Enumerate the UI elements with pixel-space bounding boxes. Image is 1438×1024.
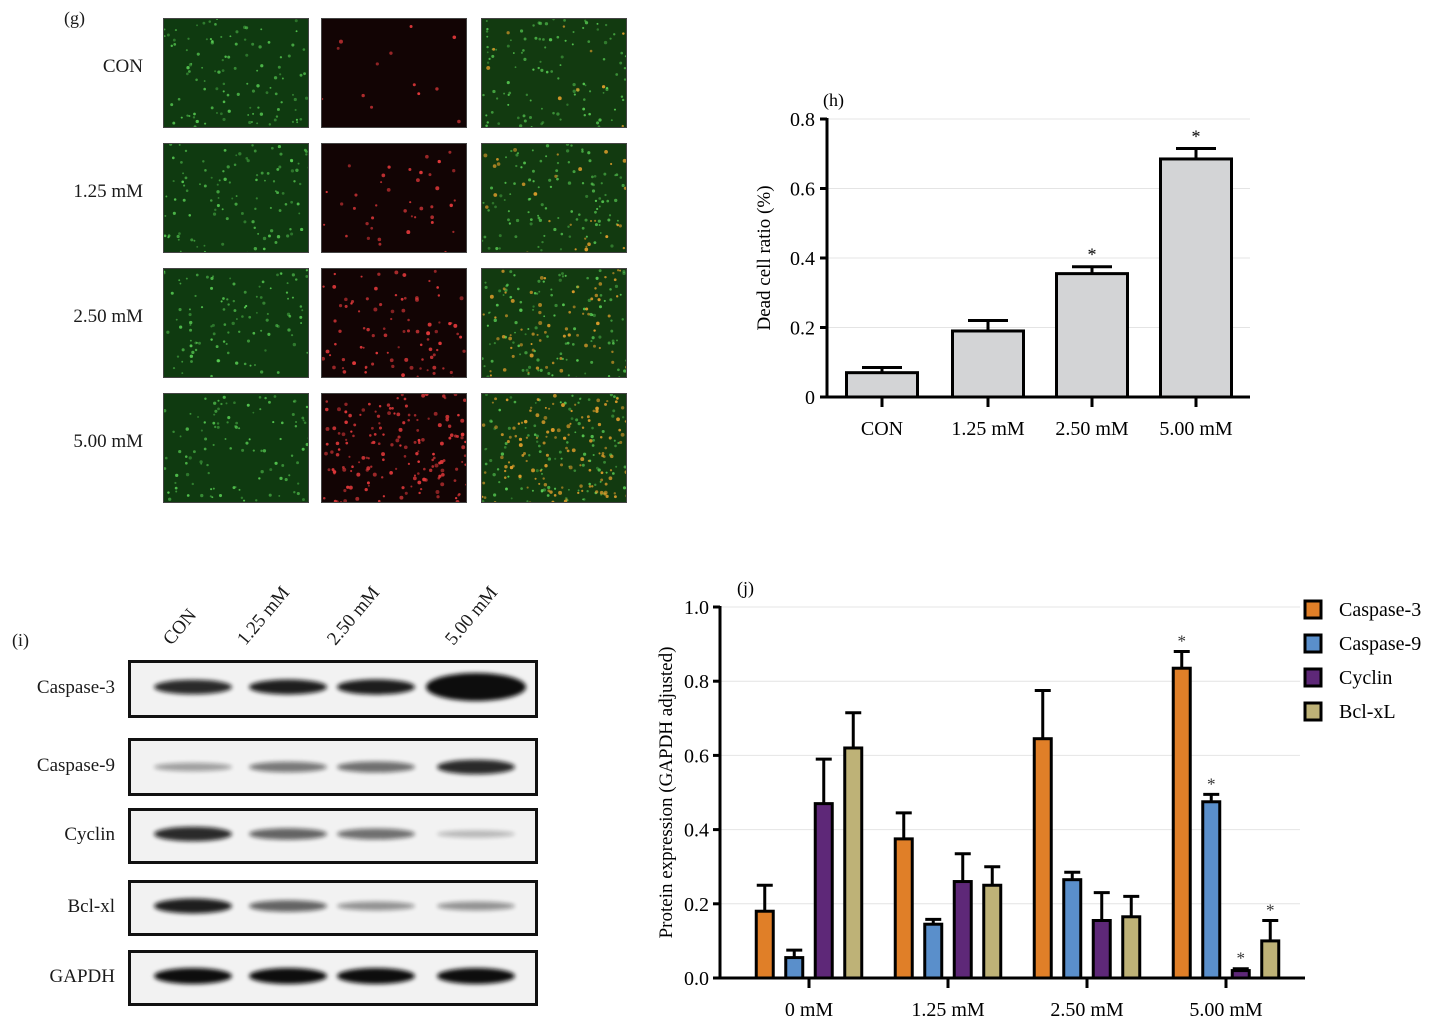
legend-label: Caspase-3 <box>1339 599 1421 621</box>
panel-label-h: (h) <box>823 90 844 111</box>
y-tick-label: 0.4 <box>790 248 815 270</box>
blot-label: Cyclin <box>64 824 115 845</box>
panel-label-j: (j) <box>737 578 754 599</box>
legend-label: Bcl-xL <box>1339 701 1396 723</box>
bar <box>1091 918 1112 980</box>
y-tick-label: 0.6 <box>684 745 709 767</box>
blot-label: Caspase-9 <box>36 755 115 776</box>
x-tick-label: 2.50 mM <box>1055 418 1129 440</box>
micrograph-green <box>163 393 309 503</box>
bar <box>1230 969 1251 980</box>
micrograph-merge <box>481 268 627 378</box>
x-tick-label: 5.00 mM <box>1189 999 1263 1021</box>
bar <box>982 883 1003 980</box>
legend-label: Caspase-9 <box>1339 633 1421 655</box>
micrograph-red <box>321 143 467 253</box>
panel-label-g: (g) <box>64 8 85 28</box>
bar <box>951 329 1025 399</box>
micrograph-merge <box>481 143 627 253</box>
dead-cell-ratio-chart: (h) 0 0.2 0.4 0.6 0.8 Dead cell ratio (%) CON 1.… <box>754 90 1250 440</box>
x-tick-label: 0 mM <box>785 999 834 1021</box>
legend-swatch <box>1303 701 1323 722</box>
bar <box>1055 272 1129 399</box>
blot-strip <box>128 808 538 864</box>
bar <box>1062 878 1083 980</box>
bar <box>1032 737 1053 980</box>
row-label: 2.50 mM <box>73 306 143 327</box>
blot-strip <box>128 950 538 1006</box>
y-axis-label: Dead cell ratio (%) <box>754 185 775 330</box>
row-label: 5.00 mM <box>73 431 143 452</box>
legend-label: Cyclin <box>1339 667 1392 689</box>
lane-label: 1.25 mM <box>233 582 295 650</box>
y-tick-label: 0.8 <box>790 109 815 131</box>
legend-swatch <box>1303 599 1323 620</box>
significance-marker: * <box>1178 632 1187 651</box>
protein-expression-chart: (j) 0.0 0.2 0.4 0.6 0.8 1.0 Protein expression … <box>656 578 1421 1021</box>
significance-marker: * <box>1237 949 1246 968</box>
x-tick-label: 2.50 mM <box>1050 999 1124 1021</box>
x-tick-label: 5.00 mM <box>1159 418 1233 440</box>
micrograph-green <box>163 18 309 128</box>
y-tick-label: 0.4 <box>684 820 709 842</box>
micrograph-merge <box>481 393 627 503</box>
significance-marker: * <box>1266 900 1275 919</box>
y-tick-label: 0 <box>805 387 815 409</box>
y-tick-label: 0.8 <box>684 671 709 693</box>
bar <box>1201 800 1222 980</box>
x-tick-label: CON <box>861 418 903 440</box>
micrograph-red <box>321 18 467 128</box>
bar <box>1171 666 1192 980</box>
row-label: 1.25 mM <box>73 181 143 202</box>
micrograph-red <box>321 393 467 503</box>
panel-label-i: (i) <box>12 630 29 650</box>
blot-strip <box>128 880 538 936</box>
row-label: CON <box>102 56 143 77</box>
significance-marker: * <box>1088 245 1097 265</box>
y-tick-label: 1.0 <box>684 597 709 619</box>
bar <box>754 909 775 980</box>
blot-label: Bcl-xl <box>67 896 116 917</box>
legend-swatch <box>1303 633 1323 654</box>
y-axis-label: Protein expression (GAPDH adjusted) <box>656 647 677 939</box>
micrograph-green <box>163 143 309 253</box>
x-tick-label: 1.25 mM <box>911 999 985 1021</box>
bar <box>893 837 914 980</box>
bar <box>923 922 944 980</box>
legend-swatch <box>1303 667 1323 688</box>
legend: Caspase-3 Caspase-9 Cyclin Bcl-xL <box>1303 599 1421 723</box>
bar <box>1159 157 1233 399</box>
micrograph-red <box>321 268 467 378</box>
bar <box>1121 915 1142 980</box>
y-tick-label: 0.6 <box>790 179 815 201</box>
bar <box>952 880 973 980</box>
significance-marker: * <box>1192 127 1201 147</box>
lane-label: 5.00 mM <box>441 582 503 650</box>
bar <box>843 746 864 980</box>
y-tick-label: 0.0 <box>684 968 709 990</box>
y-tick-label: 0.2 <box>790 318 815 340</box>
bar <box>1260 939 1281 980</box>
x-tick-label: 1.25 mM <box>951 418 1025 440</box>
blot-strip <box>128 660 538 718</box>
bar <box>813 802 834 980</box>
y-tick-label: 0.2 <box>684 894 709 916</box>
blot-strip <box>128 738 538 796</box>
blot-label: Caspase-3 <box>36 677 115 698</box>
bar <box>784 956 805 980</box>
bar <box>845 371 919 399</box>
significance-marker: * <box>1207 774 1216 793</box>
lane-label: 2.50 mM <box>323 582 385 650</box>
micrograph-merge <box>481 18 627 128</box>
blot-label: GAPDH <box>49 966 115 987</box>
lane-label: CON <box>159 605 202 650</box>
micrograph-green <box>163 268 309 378</box>
